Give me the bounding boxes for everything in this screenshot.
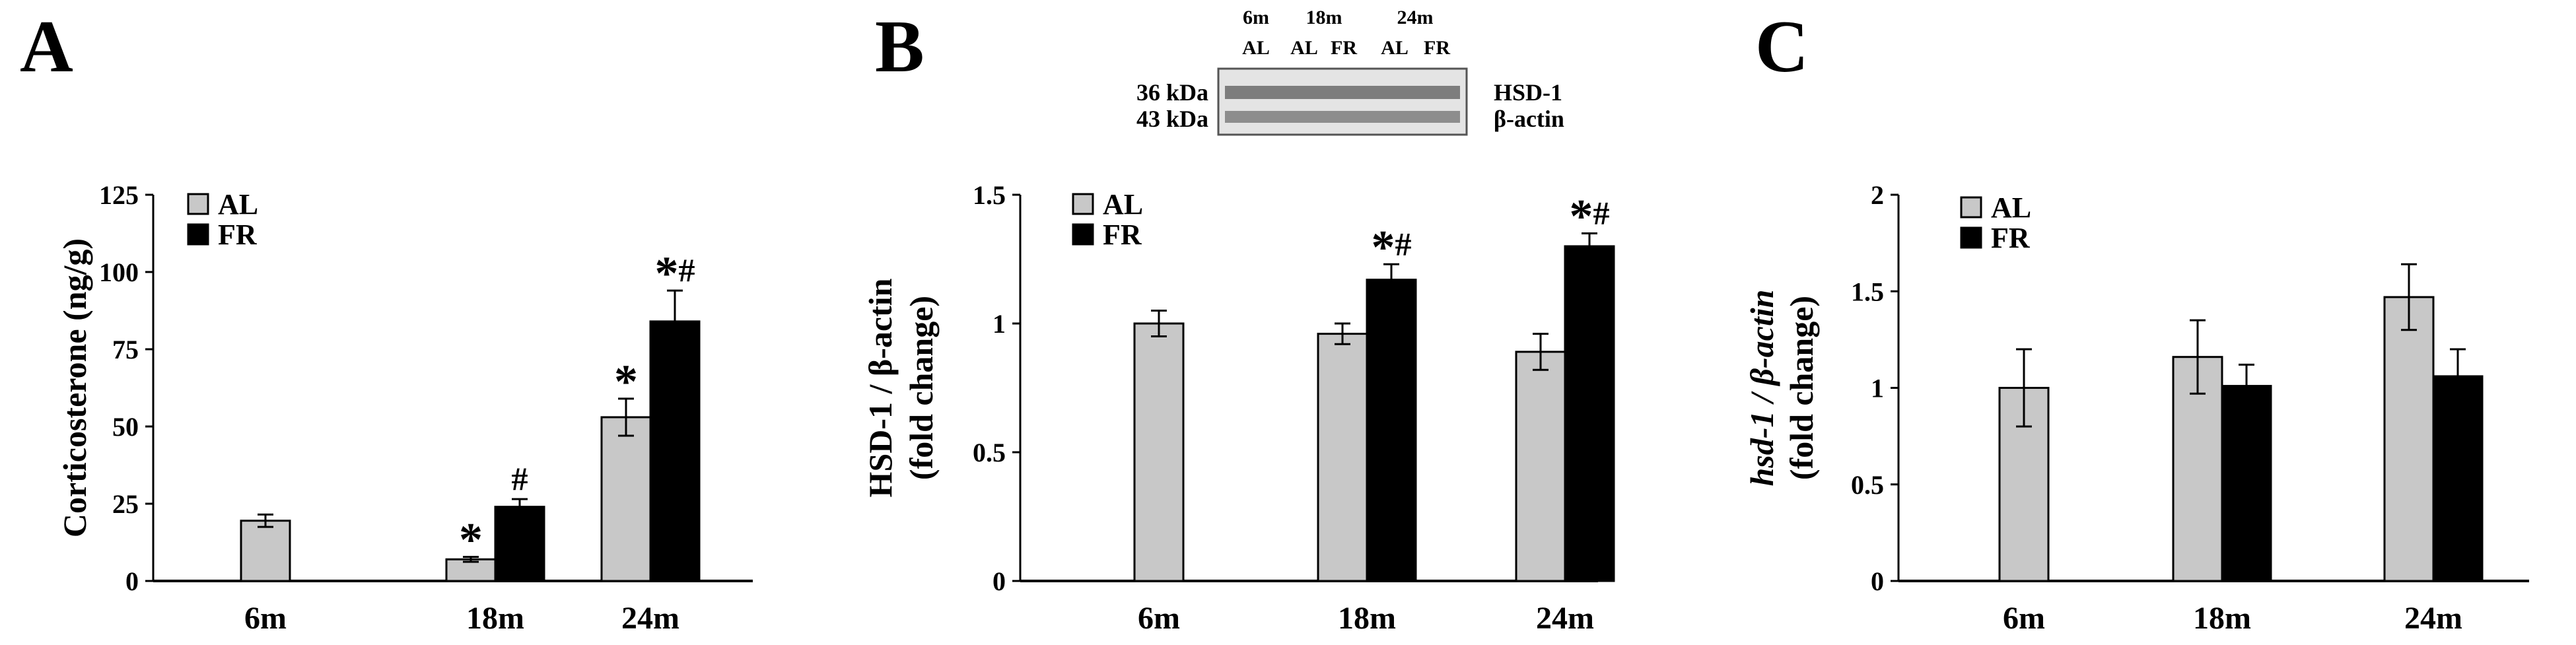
y-axis-label: hsd-1 / β-actin (1743, 290, 1780, 487)
y-tick-label: 0 (1871, 566, 1884, 596)
bar-al (600, 416, 652, 582)
bar-fr (649, 320, 701, 582)
bar-fr (2432, 375, 2484, 582)
chart-panel-b: 0 0.5 1 1.5 6m 18m 24m HSD-1 / β-actin (fold cha… (862, 180, 1615, 636)
blot-group-label: AL (1290, 37, 1318, 59)
significance-mark: * (459, 513, 483, 566)
blot-membrane (1217, 67, 1468, 136)
x-category-label: 18m (466, 601, 524, 636)
bar-al (1515, 351, 1566, 582)
legend-swatch-fr (1960, 226, 1982, 249)
legend-label-fr: FR (1103, 219, 1142, 251)
legend-label-fr: FR (218, 219, 258, 251)
bar-fr (1366, 279, 1417, 582)
legend-label-al: AL (1103, 188, 1143, 221)
blot-group-label: FR (1331, 37, 1357, 59)
bar-al (445, 558, 497, 582)
blot-size-label: 43 kDa (1136, 106, 1208, 132)
blot-age-label: 18m (1306, 7, 1342, 28)
y-axis-label-units: (fold change) (903, 296, 940, 480)
x-category-label: 6m (1138, 601, 1180, 636)
x-category-label: 24m (1536, 601, 1594, 636)
y-tick-label: 25 (112, 489, 139, 519)
y-tick-label: 125 (99, 180, 139, 210)
x-category-label: 24m (621, 601, 679, 636)
y-axis-label: HSD-1 / β-actin (862, 278, 899, 497)
chart-panel-c: 0 0.5 1 1.5 2 6m 18m 24m hsd-1 / β-actin (fold ch… (1743, 180, 2529, 636)
legend-label-fr: FR (1991, 222, 2031, 254)
x-category-label: 6m (244, 601, 287, 636)
significance-mark: *# (1372, 221, 1412, 273)
legend-swatch-fr (1072, 223, 1094, 246)
significance-mark: * (614, 355, 638, 408)
legend-swatch-al (1072, 193, 1094, 215)
bar-fr (1564, 245, 1615, 582)
y-tick-label: 75 (112, 335, 139, 364)
legend-swatch-fr (187, 223, 209, 246)
y-tick-label: 0.5 (1851, 470, 1884, 500)
blot-group-label: AL (1381, 37, 1409, 59)
bar-fr (494, 506, 545, 582)
blot-group-label: AL (1242, 37, 1270, 59)
y-tick-label: 0.5 (973, 438, 1006, 467)
panel-letter-b: B (875, 6, 924, 88)
legend-label-al: AL (1991, 191, 2031, 224)
blot-age-label: 24m (1397, 7, 1434, 28)
blot-group-label: FR (1424, 37, 1450, 59)
significance-mark: # (512, 460, 528, 497)
bar-al (2383, 296, 2435, 582)
legend-label-al: AL (218, 188, 258, 221)
y-tick-label: 50 (112, 412, 139, 442)
y-tick-label: 0 (125, 566, 139, 596)
y-axis-label: Corticosterone (ng/g) (56, 238, 93, 537)
y-tick-label: 0 (992, 566, 1006, 596)
legend-swatch-al (1960, 196, 1982, 219)
y-tick-label: 2 (1871, 180, 1884, 210)
bar-fr (2221, 385, 2272, 582)
y-tick-label: 1 (1871, 374, 1884, 403)
y-tick-label: 1 (992, 309, 1006, 339)
x-category-label: 18m (2193, 601, 2251, 636)
y-tick-label: 100 (99, 257, 139, 287)
blot-protein-label: β-actin (1494, 106, 1564, 132)
blot-band-hsd1 (1225, 86, 1460, 99)
x-category-label: 24m (2404, 601, 2462, 636)
significance-mark: *# (1570, 190, 1610, 243)
legend-swatch-al (187, 193, 209, 215)
x-category-label: 18m (1338, 601, 1396, 636)
blot-protein-label: HSD-1 (1494, 79, 1562, 106)
panel-letter-c: C (1755, 6, 1809, 88)
blot-age-label: 6m (1243, 7, 1269, 28)
significance-mark: *# (655, 247, 695, 300)
western-blot-inset: 6m 18m 24m AL AL FR AL FR 36 kDa 43 kDa … (1136, 7, 1564, 136)
bar-al (240, 520, 291, 582)
bar-al (1133, 322, 1185, 582)
y-tick-label: 1.5 (1851, 277, 1884, 306)
y-axis-label-units: (fold change) (1783, 296, 1820, 480)
bar-al (1317, 333, 1368, 582)
blot-size-label: 36 kDa (1136, 79, 1208, 106)
blot-band-actin (1225, 111, 1460, 123)
y-tick-label: 1.5 (973, 180, 1006, 210)
panel-letter-a: A (20, 6, 73, 88)
x-category-label: 6m (2003, 601, 2045, 636)
chart-panel-a: 0 25 50 75 100 125 6m 18m 24m Corticosterone (ng/… (56, 180, 753, 636)
